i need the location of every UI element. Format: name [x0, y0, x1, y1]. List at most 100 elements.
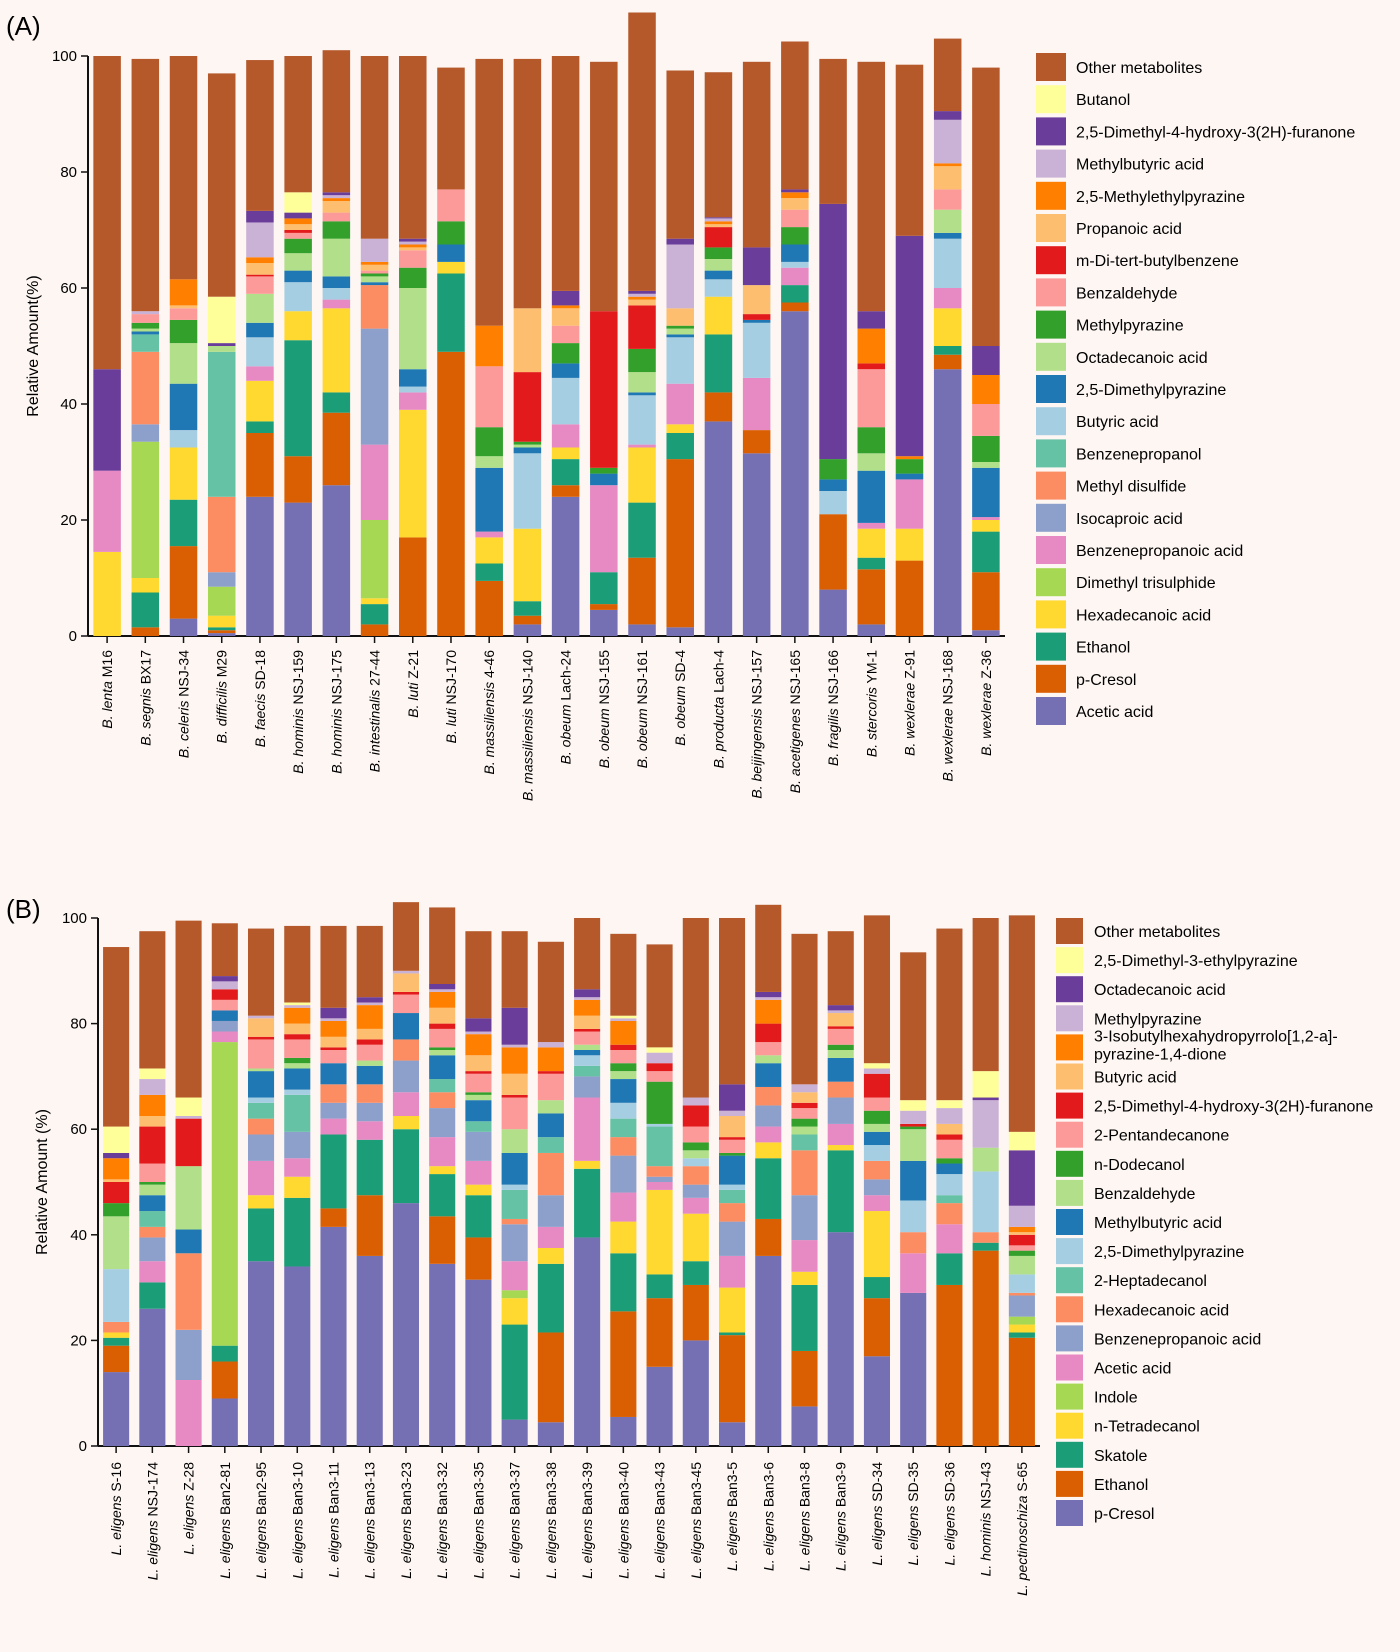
x-tick-label-genus: L. eligens	[869, 1506, 885, 1566]
bar-segment	[628, 12, 656, 291]
x-tick-label-strain: 4-46	[481, 650, 497, 682]
bar-segment	[247, 1134, 275, 1161]
bar-segment	[863, 1356, 891, 1446]
legend-swatch	[1056, 1412, 1083, 1439]
bar-segment	[475, 467, 503, 532]
bar-segment	[863, 1277, 891, 1299]
x-tick-label: B. acetigenes NSJ-165	[787, 650, 803, 793]
legend-swatch	[1056, 1500, 1083, 1526]
bar-segment	[465, 1131, 492, 1161]
bar-segment	[211, 923, 238, 977]
bar-segment	[246, 274, 274, 277]
legend-label: Butanol	[1076, 92, 1130, 109]
bar-segment	[827, 1044, 854, 1050]
x-tick-label: B. obeum NSJ-161	[634, 650, 650, 769]
x-tick-label: L. eligens Ban3-5	[724, 1462, 740, 1571]
bar-segment	[628, 557, 656, 625]
bar-segment	[429, 991, 456, 1008]
bar-segment	[513, 453, 542, 529]
bar-segment	[475, 325, 503, 367]
bar-segment	[610, 1253, 637, 1312]
bar-segment	[718, 1422, 746, 1446]
bar-segment	[247, 1195, 275, 1209]
bar-segment	[501, 1007, 528, 1045]
bar-segment	[863, 915, 891, 1064]
bar-segment	[247, 1102, 275, 1119]
bar-segment	[429, 1028, 456, 1048]
bar-segment	[284, 224, 312, 230]
bar-segment	[320, 925, 347, 1008]
legend-label: Skatole	[1094, 1448, 1147, 1465]
bar-segment	[972, 1071, 999, 1098]
legend-label: p-Cresol	[1076, 672, 1136, 689]
x-tick-label: B. hominis NSJ-175	[328, 650, 344, 774]
bar-segment	[131, 424, 160, 442]
bar-segment	[646, 1071, 673, 1082]
bar-segment	[247, 1039, 275, 1069]
legend-label: Dimethyl trisulphide	[1076, 575, 1216, 592]
bar-segment	[139, 1116, 166, 1127]
bar-segment	[501, 1224, 528, 1262]
bar-segment	[537, 1263, 564, 1333]
bar-segment	[475, 580, 503, 636]
bar-segment	[610, 1015, 637, 1019]
bar-segment	[610, 1050, 637, 1064]
bar-segment	[429, 1108, 456, 1138]
bar-segment	[704, 221, 733, 225]
legend-label: 2,5-Dimethylpyrazine	[1094, 1244, 1244, 1261]
x-tick-label-genus: B. luti	[405, 682, 421, 718]
bar-segment	[392, 1116, 420, 1130]
bar-segment	[356, 1139, 383, 1196]
bar-segment	[972, 404, 1000, 436]
bar-segment	[755, 999, 782, 1024]
bar-segment	[718, 1139, 746, 1153]
x-tick-label-genus: L. eligens	[326, 1518, 342, 1578]
bar-segment	[513, 308, 542, 373]
x-tick-label-strain: Z-36	[978, 650, 994, 683]
bar-segment	[755, 1158, 782, 1219]
bar-segment	[131, 328, 160, 332]
bar-segment	[857, 427, 886, 454]
bar-segment	[139, 1182, 166, 1185]
legend-swatch	[1036, 439, 1066, 468]
x-tick-label-genus: B. celeris	[176, 701, 192, 759]
x-tick-label-strain: Ban3-10	[289, 1462, 305, 1519]
y-tick-label: 40	[60, 396, 77, 413]
x-tick-label-strain: Ban3-11	[326, 1462, 342, 1518]
bar-segment	[399, 241, 427, 245]
x-tick-label: B. obeum Lach-24	[558, 650, 574, 765]
bar-segment	[247, 1261, 275, 1446]
bar-segment	[895, 64, 924, 236]
bar-segment	[574, 918, 601, 990]
x-tick-label-strain: SD-36	[941, 1462, 957, 1506]
bar-segment	[175, 920, 202, 1098]
bar-segment	[791, 1195, 818, 1241]
bar-segment	[933, 163, 962, 167]
bar-segment	[399, 238, 427, 242]
bar-segment	[1008, 1226, 1035, 1233]
y-tick-label: 80	[60, 164, 77, 181]
x-tick-label-genus: B. luti	[443, 707, 459, 743]
bar-segment	[475, 427, 503, 457]
bar-segment	[628, 447, 656, 503]
bar-segment	[139, 1094, 166, 1116]
bar-segment	[356, 1102, 383, 1122]
bar-segment	[513, 372, 542, 442]
bar-segment	[718, 1221, 746, 1256]
bar-segment	[900, 1253, 927, 1293]
bar-segment	[320, 1018, 347, 1021]
bar-segment	[863, 1160, 891, 1180]
bar-segment	[863, 1063, 891, 1069]
bar-segment	[207, 73, 236, 297]
bar-segment	[207, 633, 236, 636]
bar-segment	[1008, 1292, 1035, 1296]
bar-segment	[207, 586, 236, 616]
x-tick-label: B. difficilis M29	[214, 650, 230, 744]
x-tick-label: L. eligens S-16	[108, 1462, 124, 1556]
bar-segment	[284, 925, 311, 1003]
bar-segment	[356, 1028, 383, 1040]
bar-segment	[972, 1232, 999, 1243]
x-tick-label: B. producta Lach-4	[710, 650, 726, 769]
legend-swatch	[1036, 278, 1066, 307]
x-tick-label-strain: Ban2-81	[217, 1462, 233, 1519]
